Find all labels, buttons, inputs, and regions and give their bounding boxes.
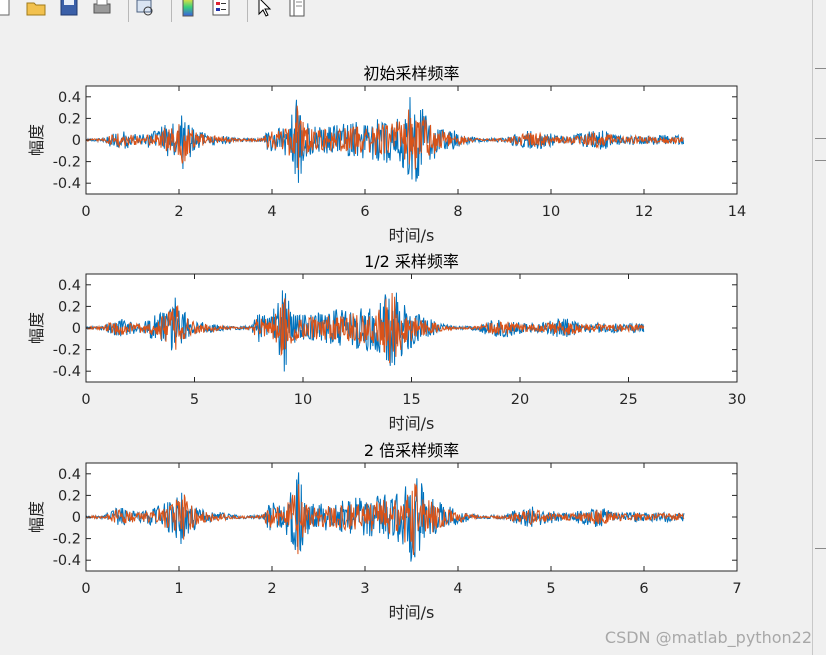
- x-tick-label: 14: [728, 204, 746, 220]
- legend-icon[interactable]: [210, 0, 232, 20]
- y-tick-label: 0.4: [58, 278, 81, 294]
- figure-toolbar: [0, 0, 812, 25]
- pointer-icon[interactable]: [253, 0, 275, 20]
- x-tick-label: 0: [81, 581, 90, 597]
- y-tick-label: -0.4: [53, 553, 81, 569]
- y-tick-label: 0.4: [58, 90, 81, 106]
- x-axis-label: 时间/s: [389, 414, 435, 433]
- toolbar-separator: [171, 0, 172, 22]
- scrollbar-mark: [815, 138, 826, 139]
- signal-series-2: [85, 483, 685, 556]
- figure-canvas: 0 2 4 6 8 10 12 14 0.4 0.2 0 -0.2 -0.4 初始采样频率 时间/s 幅度 0 5…: [0, 24, 812, 655]
- x-tick-label: 6: [360, 204, 369, 220]
- chart-title: 2 倍采样频率: [364, 441, 459, 460]
- y-axis-label: 幅度: [27, 312, 46, 344]
- x-tick-label: 2: [174, 204, 183, 220]
- y-tick-label: -0.4: [53, 176, 81, 192]
- link-plot-icon[interactable]: [134, 0, 156, 20]
- colorbar-icon[interactable]: [177, 0, 199, 20]
- x-tick-label: 12: [635, 204, 653, 220]
- x-tick-label: 6: [639, 581, 648, 597]
- x-tick-label: 4: [267, 204, 276, 220]
- x-tick-label: 0: [81, 204, 90, 220]
- x-tick-label: 1: [174, 581, 183, 597]
- x-tick-label: 3: [360, 581, 369, 597]
- open-file-icon[interactable]: [25, 0, 47, 20]
- watermark-text: CSDN @matlab_python22: [604, 628, 812, 647]
- y-tick-label: 0: [72, 321, 81, 337]
- x-tick-label: 15: [402, 392, 420, 408]
- scrollbar-mark: [815, 68, 826, 69]
- toolbar-separator: [128, 0, 129, 22]
- signal-series-2: [85, 105, 684, 170]
- y-tick-label: 0.4: [58, 467, 81, 483]
- x-tick-label: 0: [81, 392, 90, 408]
- x-tick-label: 7: [732, 581, 741, 597]
- chart-title: 1/2 采样频率: [364, 252, 459, 271]
- x-tick-label: 25: [619, 392, 637, 408]
- y-axis-label: 幅度: [27, 501, 46, 533]
- toolbar-separator: [247, 0, 248, 22]
- x-tick-label: 5: [190, 392, 199, 408]
- signal-series-2: [85, 293, 645, 364]
- x-tick-label: 8: [453, 204, 462, 220]
- y-axis-label: 幅度: [27, 124, 46, 156]
- y-tick-label: -0.2: [53, 532, 81, 548]
- x-axis-label: 时间/s: [389, 226, 435, 245]
- y-tick-label: 0.2: [58, 488, 81, 504]
- scrollbar-mark: [815, 160, 826, 161]
- x-tick-label: 4: [453, 581, 462, 597]
- x-tick-label: 2: [267, 581, 276, 597]
- x-tick-label: 10: [542, 204, 560, 220]
- y-tick-label: 0.2: [58, 111, 81, 127]
- property-editor-icon[interactable]: [286, 0, 308, 20]
- chart-title: 初始采样频率: [363, 64, 459, 83]
- y-tick-label: -0.4: [53, 364, 81, 380]
- y-tick-label: 0.2: [58, 299, 81, 315]
- save-icon[interactable]: [58, 0, 80, 20]
- x-tick-label: 20: [511, 392, 529, 408]
- vertical-scrollbar[interactable]: [812, 0, 826, 655]
- x-tick-label: 30: [728, 392, 746, 408]
- x-tick-label: 10: [294, 392, 312, 408]
- scrollbar-mark: [815, 548, 826, 549]
- y-tick-label: -0.2: [53, 343, 81, 359]
- signal-series-1: [85, 290, 645, 372]
- x-tick-label: 5: [546, 581, 555, 597]
- y-tick-label: -0.2: [53, 155, 81, 171]
- new-figure-icon[interactable]: [0, 0, 14, 20]
- y-tick-label: 0: [72, 133, 81, 149]
- x-axis-label: 时间/s: [389, 603, 435, 622]
- y-tick-label: 0: [72, 510, 81, 526]
- print-icon[interactable]: [91, 0, 113, 20]
